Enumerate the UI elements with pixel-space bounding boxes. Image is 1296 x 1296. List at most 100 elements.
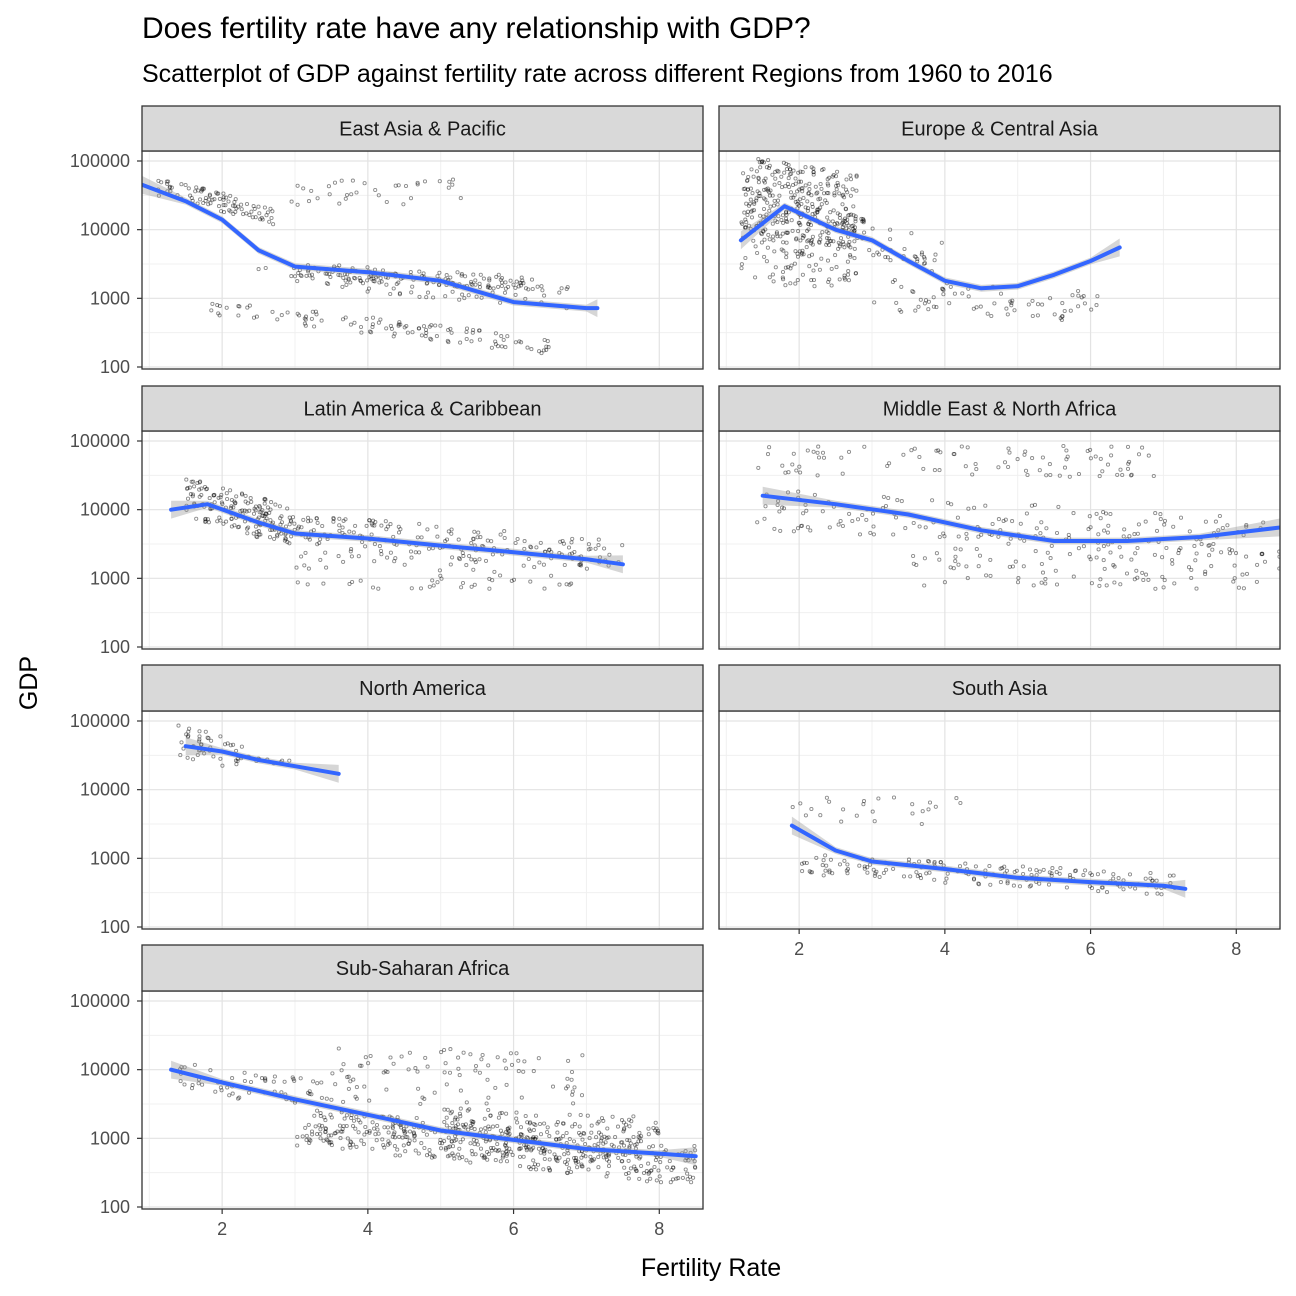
data-point — [285, 506, 290, 511]
data-point — [1044, 526, 1049, 531]
data-point — [940, 287, 945, 292]
data-point — [1124, 571, 1130, 576]
data-point — [488, 1145, 494, 1151]
data-point — [262, 496, 267, 501]
data-point — [741, 171, 746, 176]
data-point — [438, 573, 443, 578]
data-point — [846, 242, 851, 247]
data-point — [498, 1111, 503, 1116]
data-point — [570, 536, 575, 541]
data-point — [488, 1113, 493, 1118]
data-point — [637, 1130, 642, 1135]
data-point — [1106, 523, 1111, 528]
data-point — [775, 502, 780, 508]
data-point — [372, 523, 377, 528]
data-point — [1030, 456, 1035, 461]
data-point — [809, 237, 814, 243]
data-point — [949, 502, 954, 507]
data-point — [781, 248, 786, 253]
data-point — [490, 552, 495, 557]
data-point — [750, 208, 755, 213]
data-point — [758, 231, 764, 236]
data-point — [998, 880, 1003, 885]
data-point — [958, 800, 963, 806]
data-point — [347, 1143, 352, 1148]
data-point — [1054, 530, 1060, 536]
data-point — [165, 181, 170, 186]
data-point — [502, 535, 507, 541]
data-point — [235, 525, 241, 530]
data-point — [340, 1129, 345, 1134]
data-point — [923, 298, 929, 303]
data-point — [840, 239, 846, 244]
data-point — [327, 1141, 332, 1146]
data-point — [668, 1180, 673, 1185]
data-point — [1210, 547, 1215, 552]
data-point — [458, 340, 463, 345]
data-point — [1027, 867, 1033, 872]
data-point — [819, 186, 824, 191]
data-point — [474, 1138, 479, 1143]
data-point — [295, 1143, 300, 1148]
data-point — [1148, 876, 1153, 881]
y-tick-label: 10000 — [80, 780, 130, 800]
data-point — [1056, 504, 1061, 509]
data-point — [743, 217, 748, 222]
data-point — [495, 1055, 500, 1060]
data-point — [1017, 884, 1023, 889]
data-point — [453, 1134, 458, 1139]
data-point — [785, 219, 790, 225]
data-point — [207, 197, 212, 202]
data-point — [257, 510, 262, 515]
data-point — [419, 535, 424, 540]
data-point — [827, 277, 832, 282]
data-point — [1059, 317, 1064, 323]
data-point — [260, 513, 265, 518]
data-point — [1100, 469, 1105, 474]
data-point — [1009, 303, 1014, 308]
data-point — [200, 186, 205, 191]
data-point — [651, 1125, 656, 1131]
data-point — [1067, 873, 1073, 878]
data-point — [500, 1131, 505, 1136]
data-point — [449, 1109, 455, 1114]
data-point — [1049, 543, 1054, 548]
data-point — [742, 186, 748, 191]
data-point — [759, 160, 764, 165]
data-point — [492, 569, 497, 574]
data-point — [992, 301, 997, 306]
data-point — [403, 1129, 408, 1134]
data-point — [1244, 524, 1249, 529]
data-point — [932, 877, 937, 882]
data-point — [914, 562, 919, 568]
data-point — [818, 205, 823, 210]
data-point — [370, 1120, 375, 1125]
data-point — [236, 304, 241, 309]
data-point — [453, 1115, 458, 1120]
data-point — [449, 531, 454, 536]
data-point — [502, 290, 508, 295]
data-point — [540, 288, 545, 293]
data-point — [253, 504, 258, 509]
data-point — [538, 1132, 544, 1137]
data-point — [606, 1159, 612, 1164]
data-point — [418, 1101, 423, 1106]
data-point — [800, 189, 805, 194]
data-point — [485, 1077, 490, 1082]
data-point — [803, 183, 808, 188]
data-point — [755, 250, 760, 256]
y-tick-label: 1000 — [90, 1128, 130, 1148]
data-point — [392, 1135, 398, 1140]
data-point — [1015, 457, 1020, 462]
data-point — [811, 172, 816, 177]
data-point — [403, 1149, 408, 1154]
data-point — [205, 735, 210, 740]
data-point — [250, 215, 255, 220]
data-point — [795, 278, 800, 283]
data-point — [495, 1142, 500, 1147]
data-point — [437, 179, 442, 184]
data-point — [230, 1091, 235, 1096]
data-point — [844, 868, 849, 873]
data-point — [1178, 515, 1184, 520]
data-point — [773, 176, 778, 181]
